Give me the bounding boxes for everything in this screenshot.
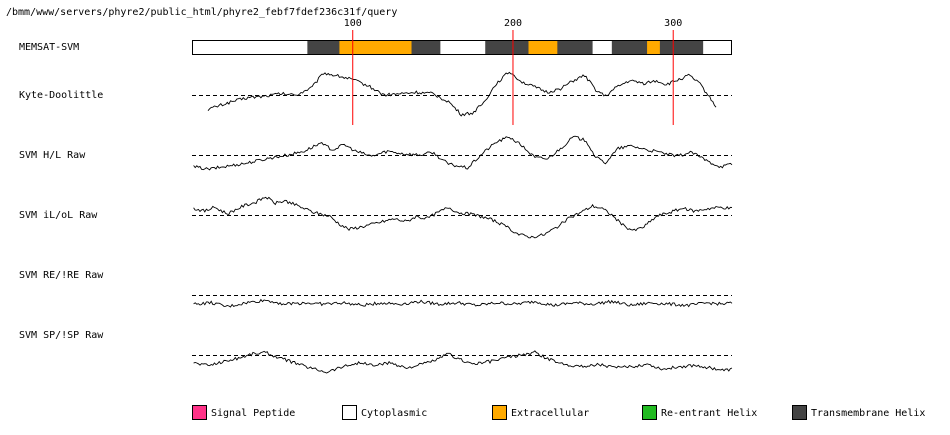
track: Kyte-Doolittle: [19, 71, 732, 117]
legend-label-reentrant: Re-entrant Helix: [661, 408, 757, 419]
tick-label: 100: [344, 18, 362, 29]
legend-swatch-reentrant: [642, 405, 657, 420]
score-line: [207, 71, 717, 117]
segment-transmembrane: [307, 40, 342, 55]
segment-transmembrane: [411, 40, 442, 55]
track: SVM SP/!SP Raw: [19, 330, 733, 374]
position-ruler: 100 200 300: [344, 18, 682, 125]
memsat-bar: MEMSAT-SVM: [19, 40, 732, 55]
file-path: /bmm/www/servers/phyre2/public_html/phyr…: [6, 7, 397, 18]
segment-cytoplasmic: [592, 40, 614, 55]
segment-transmembrane: [557, 40, 595, 55]
segment-extracellular: [339, 40, 414, 55]
legend-swatch-transmembrane: [792, 405, 807, 420]
track: SVM H/L Raw: [19, 135, 733, 171]
score-line: [193, 135, 733, 171]
legend-label-signal_peptide: Signal Peptide: [211, 408, 295, 419]
track: SVM RE/!RE Raw: [19, 270, 733, 308]
score-line: [193, 298, 733, 308]
track-label: SVM SP/!SP Raw: [19, 330, 104, 341]
legend-swatch-extracellular: [492, 405, 507, 420]
legend-label-transmembrane: Transmembrane Helix: [811, 408, 925, 419]
track-label: SVM H/L Raw: [19, 150, 86, 161]
segment-transmembrane: [659, 40, 705, 55]
segment-cytoplasmic: [192, 40, 309, 55]
track: SVM iL/oL Raw: [19, 196, 733, 239]
memsat-bar-border: [192, 40, 732, 55]
legend-label-extracellular: Extracellular: [511, 408, 589, 419]
legend-swatch-cytoplasmic: [342, 405, 357, 420]
legend-swatch-signal_peptide: [192, 405, 207, 420]
segment-cytoplasmic: [703, 40, 732, 55]
track-label: SVM iL/oL Raw: [19, 210, 98, 221]
score-line: [193, 350, 733, 374]
track-label: SVM RE/!RE Raw: [19, 270, 104, 281]
segment-transmembrane: [485, 40, 531, 55]
score-tracks: Kyte-Doolittle SVM H/L Raw SVM iL/oL Raw SV…: [19, 71, 733, 374]
segment-transmembrane: [611, 40, 649, 55]
legend: Signal Peptide Cytoplasmic Extracellular Re…: [192, 405, 925, 420]
segment-extracellular: [528, 40, 559, 55]
segment-extracellular: [647, 40, 662, 55]
segment-cytoplasmic: [440, 40, 487, 55]
memsat-label: MEMSAT-SVM: [19, 42, 79, 53]
tick-label: 300: [664, 18, 682, 29]
legend-label-cytoplasmic: Cytoplasmic: [361, 408, 427, 419]
track-label: Kyte-Doolittle: [19, 90, 103, 101]
score-line: [193, 196, 733, 239]
tick-label: 200: [504, 18, 522, 29]
